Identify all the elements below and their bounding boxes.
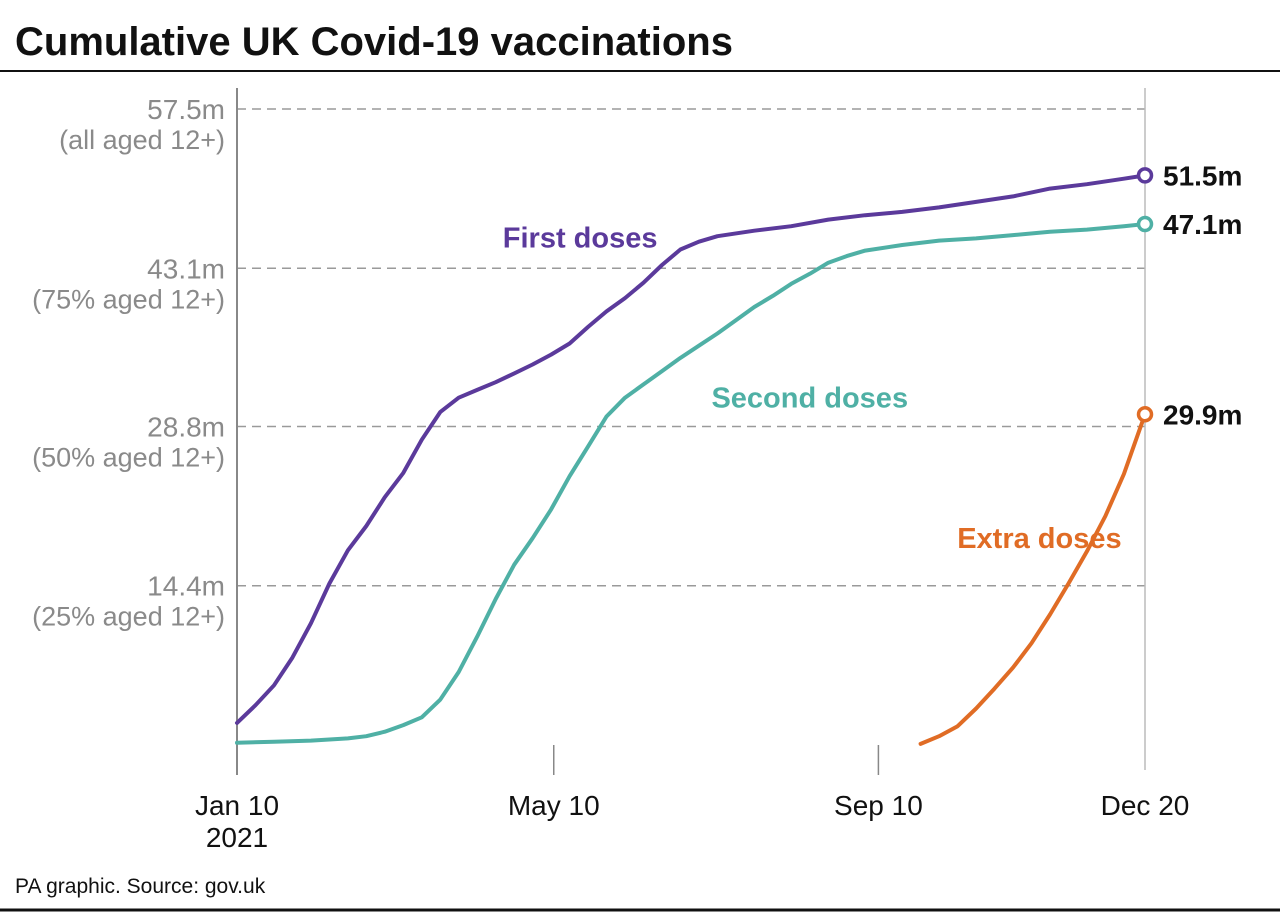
end-marker-first xyxy=(1136,167,1154,184)
series-label-second: Second doses xyxy=(711,383,908,415)
end-value-label-extra: 29.9m xyxy=(1163,399,1242,430)
series-line-extra xyxy=(918,412,1147,746)
x-tick-label: Jan 10 xyxy=(195,790,279,821)
y-tick-sublabel: (25% aged 12+) xyxy=(32,602,225,632)
end-marker-extra xyxy=(1136,406,1154,423)
y-axis-labels: 57.5m(all aged 12+) 43.1m(75% aged 12+) 28… xyxy=(32,94,225,632)
x-tick-sublabel: 2021 xyxy=(206,822,268,853)
series-label-extra: Extra doses xyxy=(957,523,1121,555)
end-marker-second xyxy=(1136,215,1154,233)
y-tick-label: 43.1m xyxy=(147,253,225,284)
series-label-first: First doses xyxy=(503,222,658,254)
y-tick-sublabel: (50% aged 12+) xyxy=(32,442,225,472)
series-line-first xyxy=(235,173,1147,725)
series-labels: First doses Second doses Extra doses xyxy=(503,222,1122,555)
x-tick-label: Sep 10 xyxy=(834,790,923,821)
series-line-second xyxy=(235,222,1147,745)
y-tick-sublabel: (all aged 12+) xyxy=(59,125,225,155)
end-value-label-second: 47.1m xyxy=(1163,209,1242,240)
x-axis xyxy=(236,88,1146,775)
y-tick-sublabel: (75% aged 12+) xyxy=(32,284,225,314)
end-markers: 51.5m 47.1m 29.9m xyxy=(1136,160,1242,430)
chart-title: Cumulative UK Covid-19 vaccinations xyxy=(15,20,733,64)
y-tick-label: 57.5m xyxy=(147,94,225,125)
x-tick-label: Dec 20 xyxy=(1101,790,1190,821)
series-lines xyxy=(235,173,1147,746)
gridlines xyxy=(237,108,1145,587)
source-note: PA graphic. Source: gov.uk xyxy=(15,875,266,898)
y-tick-label: 14.4m xyxy=(147,571,225,602)
y-tick-label: 28.8m xyxy=(147,411,225,442)
x-tick-label: May 10 xyxy=(508,790,600,821)
end-value-label-first: 51.5m xyxy=(1163,160,1242,191)
